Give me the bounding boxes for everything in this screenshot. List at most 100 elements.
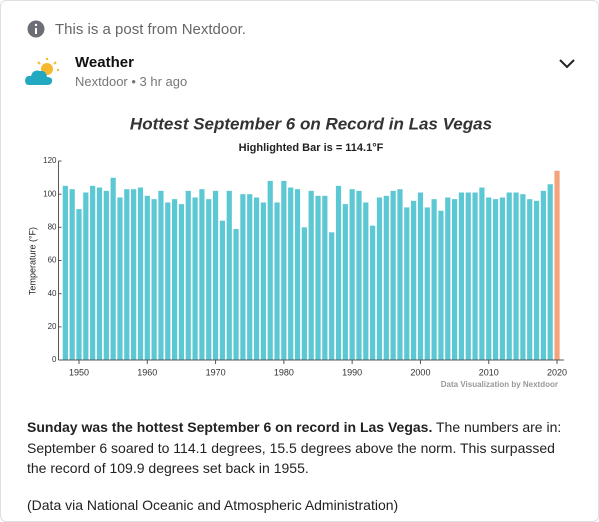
bar — [172, 199, 178, 360]
bar — [411, 200, 417, 360]
author[interactable]: Weather — [75, 54, 134, 71]
bar — [301, 227, 307, 360]
x-tick-label: 1960 — [137, 367, 157, 377]
bar — [383, 195, 389, 360]
bar — [342, 204, 348, 360]
bar — [233, 228, 239, 360]
bar — [458, 192, 465, 360]
weather-avatar — [25, 58, 59, 85]
bar — [83, 192, 89, 360]
x-tick-label: 2000 — [410, 367, 430, 377]
post-source: (Data via National Oceanic and Atmospher… — [27, 497, 399, 513]
bar — [281, 180, 287, 360]
bar — [527, 199, 533, 360]
y-tick-label: 0 — [52, 355, 57, 364]
bar — [404, 207, 410, 360]
bar — [90, 185, 96, 360]
bar — [506, 192, 512, 360]
bar — [533, 200, 540, 360]
bar — [479, 187, 485, 360]
y-tick-label: 120 — [43, 156, 57, 165]
bar — [329, 232, 335, 360]
bar — [397, 189, 403, 360]
bar — [144, 195, 150, 360]
bar — [192, 197, 198, 360]
bar — [554, 170, 560, 360]
bar — [472, 192, 478, 360]
bar — [520, 194, 526, 360]
bar — [492, 199, 499, 360]
bar — [445, 197, 451, 360]
bar — [206, 199, 212, 360]
bar — [103, 190, 109, 360]
bar — [62, 185, 68, 360]
bar — [417, 192, 424, 360]
bar — [267, 180, 273, 360]
bar — [335, 185, 342, 360]
bar — [513, 192, 519, 360]
menu-chevron[interactable] — [558, 58, 576, 70]
bar — [226, 190, 232, 360]
bar — [96, 187, 103, 360]
bar — [158, 190, 164, 360]
chart-title: Hottest September 6 on Record in Las Veg… — [130, 114, 492, 133]
x-tick-label: 2010 — [479, 367, 499, 377]
bar — [240, 194, 246, 360]
bar — [547, 184, 553, 360]
chart-subtitle: Highlighted Bar is = 114.1°F — [239, 142, 384, 154]
body-bold: Sunday was the hottest September 6 on re… — [27, 419, 433, 435]
y-tick-label: 40 — [48, 289, 57, 298]
bar — [69, 189, 75, 360]
bar — [165, 202, 171, 360]
y-tick-label: 80 — [48, 222, 57, 231]
bar — [451, 199, 458, 360]
post-body: Sunday was the hottest September 6 on re… — [27, 417, 567, 479]
bar — [370, 225, 376, 360]
bar — [247, 194, 253, 360]
bar — [117, 197, 123, 360]
x-tick-label: 1990 — [342, 367, 362, 377]
bar — [465, 192, 471, 360]
bar — [199, 189, 205, 360]
bar — [363, 202, 369, 360]
bar — [219, 220, 226, 360]
chart: Hottest September 6 on Record in Las Veg… — [27, 114, 567, 389]
bar — [76, 209, 82, 360]
post-meta: Nextdoor • 3 hr ago — [75, 74, 188, 89]
bar — [288, 187, 294, 360]
info-icon — [27, 20, 45, 38]
bar — [431, 199, 437, 360]
bar — [540, 190, 546, 360]
bar — [376, 197, 383, 360]
x-tick-label: 1950 — [69, 367, 89, 377]
bar — [390, 190, 396, 360]
x-tick-label: 1980 — [274, 367, 294, 377]
bar — [124, 189, 130, 360]
body-text: The numbers are in: September 6 soared t… — [27, 419, 562, 476]
y-tick-label: 100 — [43, 189, 57, 198]
bar — [349, 189, 355, 360]
bar — [424, 207, 430, 360]
x-tick-label: 1970 — [206, 367, 226, 377]
bar — [499, 197, 505, 360]
y-tick-label: 20 — [48, 322, 57, 331]
bar — [212, 190, 219, 360]
bar — [315, 195, 321, 360]
bar — [185, 190, 191, 360]
notice: This is a post from Nextdoor. — [55, 21, 246, 38]
bar — [253, 197, 260, 360]
bar — [274, 202, 280, 360]
bar — [131, 189, 137, 360]
bar — [110, 177, 116, 360]
y-axis-label: Temperature (°F) — [27, 227, 37, 295]
y-tick-label: 60 — [48, 256, 57, 265]
bar — [151, 199, 157, 360]
x-tick-label: 2020 — [547, 367, 567, 377]
credit: Data Visualization by Nextdoor — [441, 380, 558, 389]
bar — [322, 195, 328, 360]
bar — [438, 210, 444, 360]
bar — [137, 187, 144, 360]
bar — [486, 197, 492, 360]
